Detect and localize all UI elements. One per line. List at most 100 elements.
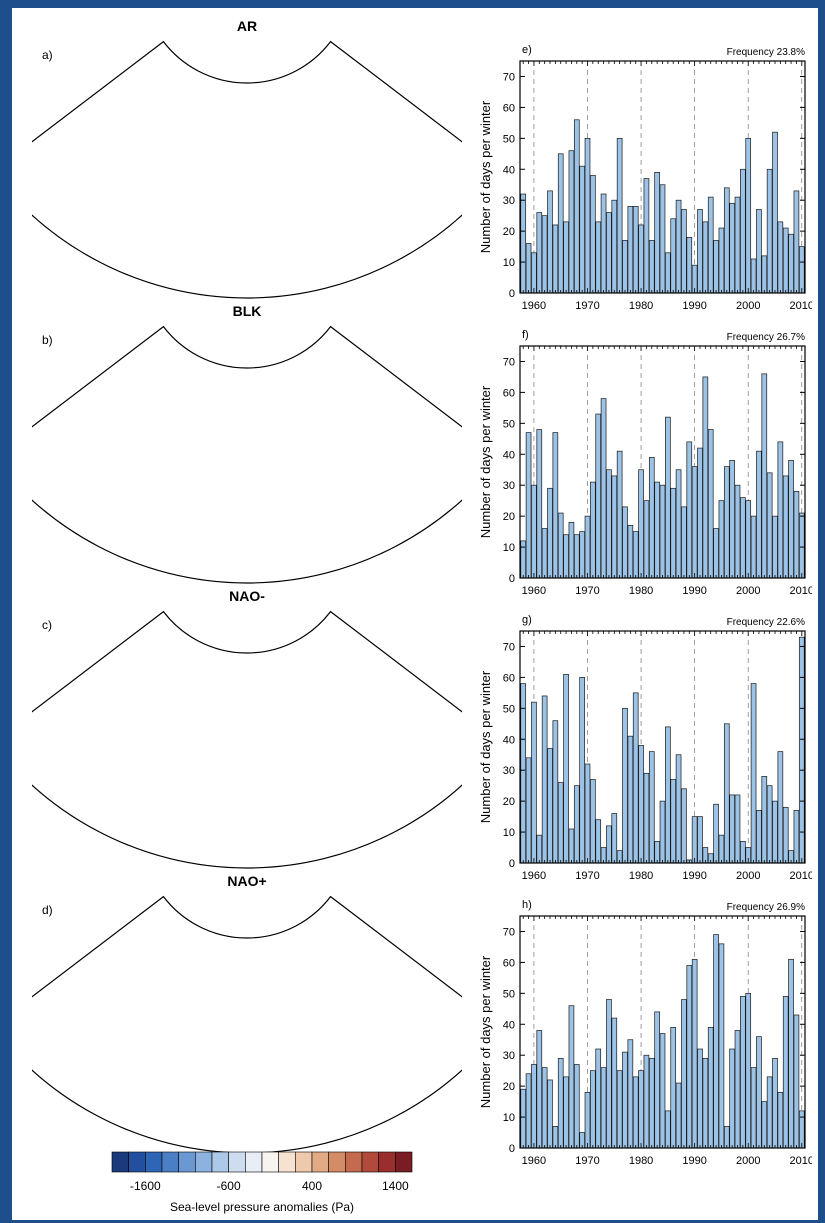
meridian-line — [122, 930, 206, 1128]
bar — [756, 1036, 762, 1149]
y-tick-label: 60 — [503, 957, 515, 969]
bar — [697, 209, 703, 294]
bar — [681, 999, 687, 1149]
bar — [590, 779, 596, 864]
bar — [654, 840, 660, 864]
map-outline — [32, 895, 462, 1154]
bar — [766, 785, 773, 864]
bar — [798, 512, 805, 579]
map-blk — [32, 323, 462, 584]
colorbar-swatch — [328, 1151, 346, 1173]
bar — [600, 193, 607, 294]
x-tick-label: 2000 — [736, 300, 760, 312]
map-nao-plus — [32, 893, 462, 1154]
colorbar-swatch — [228, 1151, 246, 1173]
bar — [675, 469, 682, 579]
y-tick-label: 10 — [503, 257, 515, 269]
y-tick-label: 70 — [503, 926, 515, 938]
bar — [648, 751, 655, 864]
meridian-line — [268, 651, 311, 862]
bar — [638, 224, 644, 294]
bar — [702, 221, 709, 294]
map-title: NAO+ — [227, 873, 267, 889]
map-title: NAO- — [229, 588, 265, 604]
x-tick-label: 1960 — [522, 585, 546, 597]
map-inner-mask — [160, 38, 334, 83]
bar — [729, 460, 735, 579]
bar — [750, 515, 757, 579]
bar — [659, 184, 666, 294]
bar — [750, 683, 757, 864]
y-tick-label: 60 — [503, 102, 515, 114]
colorbar-swatch — [361, 1151, 379, 1173]
bar — [632, 206, 639, 294]
contour-band — [284, 396, 331, 449]
meridian-line — [268, 81, 311, 292]
bar — [590, 481, 596, 579]
contour-band — [218, 742, 286, 774]
bar — [723, 466, 730, 579]
y-tick-label: 40 — [503, 164, 515, 176]
bar — [579, 531, 585, 579]
bar — [654, 1011, 660, 1149]
y-tick-label: 30 — [503, 1050, 515, 1062]
bar — [734, 794, 741, 864]
x-tick-label: 2000 — [736, 870, 760, 882]
meridian-line — [306, 635, 427, 812]
bar — [691, 958, 698, 1149]
bar — [697, 447, 703, 579]
contour-band — [189, 932, 335, 1043]
bar — [584, 1091, 591, 1149]
bar — [761, 1101, 768, 1149]
bar — [777, 221, 784, 294]
y-tick-label: 0 — [509, 573, 515, 585]
bar — [590, 1070, 596, 1149]
bar — [568, 1005, 575, 1149]
bar — [766, 168, 773, 294]
bar — [638, 1070, 644, 1149]
bar — [611, 1017, 618, 1149]
bar — [713, 528, 719, 579]
bar — [627, 206, 634, 294]
bar — [691, 816, 698, 864]
colorbar-swatch — [128, 1151, 146, 1173]
contour-band — [177, 923, 347, 1053]
y-tick-label: 20 — [503, 511, 515, 523]
y-tick-label: 40 — [503, 449, 515, 461]
y-tick-label: 10 — [503, 1112, 515, 1124]
bar — [659, 484, 666, 579]
y-tick-label: 50 — [503, 988, 515, 1000]
frequency-label: Frequency 26.9% — [727, 902, 805, 913]
bar — [541, 528, 548, 579]
y-tick-label: 20 — [503, 226, 515, 238]
y-tick-label: 0 — [509, 858, 515, 870]
bar — [595, 413, 602, 579]
bar — [665, 416, 671, 579]
bar — [536, 1030, 543, 1149]
bar — [622, 240, 628, 294]
bar — [547, 748, 553, 864]
contour-band — [156, 357, 239, 470]
meridian-line — [183, 81, 226, 292]
y-tick-label: 40 — [503, 734, 515, 746]
bar — [520, 540, 527, 579]
y-tick-label: 60 — [503, 387, 515, 399]
bar-chart-f: f) Frequency 26.7% 0 10 20 30 40 50 60 70 1960 1970… — [478, 329, 812, 597]
y-tick-label: 50 — [503, 418, 515, 430]
contour-band — [226, 960, 299, 1016]
bar — [681, 506, 687, 579]
bar — [584, 763, 591, 864]
x-tick-label: 1970 — [575, 300, 599, 312]
bar — [766, 472, 773, 579]
bar — [547, 487, 553, 579]
parallel-line — [88, 954, 406, 1033]
bar — [648, 1057, 655, 1149]
bar — [632, 1076, 639, 1149]
bar — [793, 810, 800, 864]
x-tick-label: 2000 — [736, 585, 760, 597]
bar — [622, 1051, 628, 1149]
y-tick-label: 60 — [503, 672, 515, 684]
meridian-line — [66, 350, 187, 527]
bar — [638, 469, 644, 579]
meridian-line — [268, 936, 311, 1147]
